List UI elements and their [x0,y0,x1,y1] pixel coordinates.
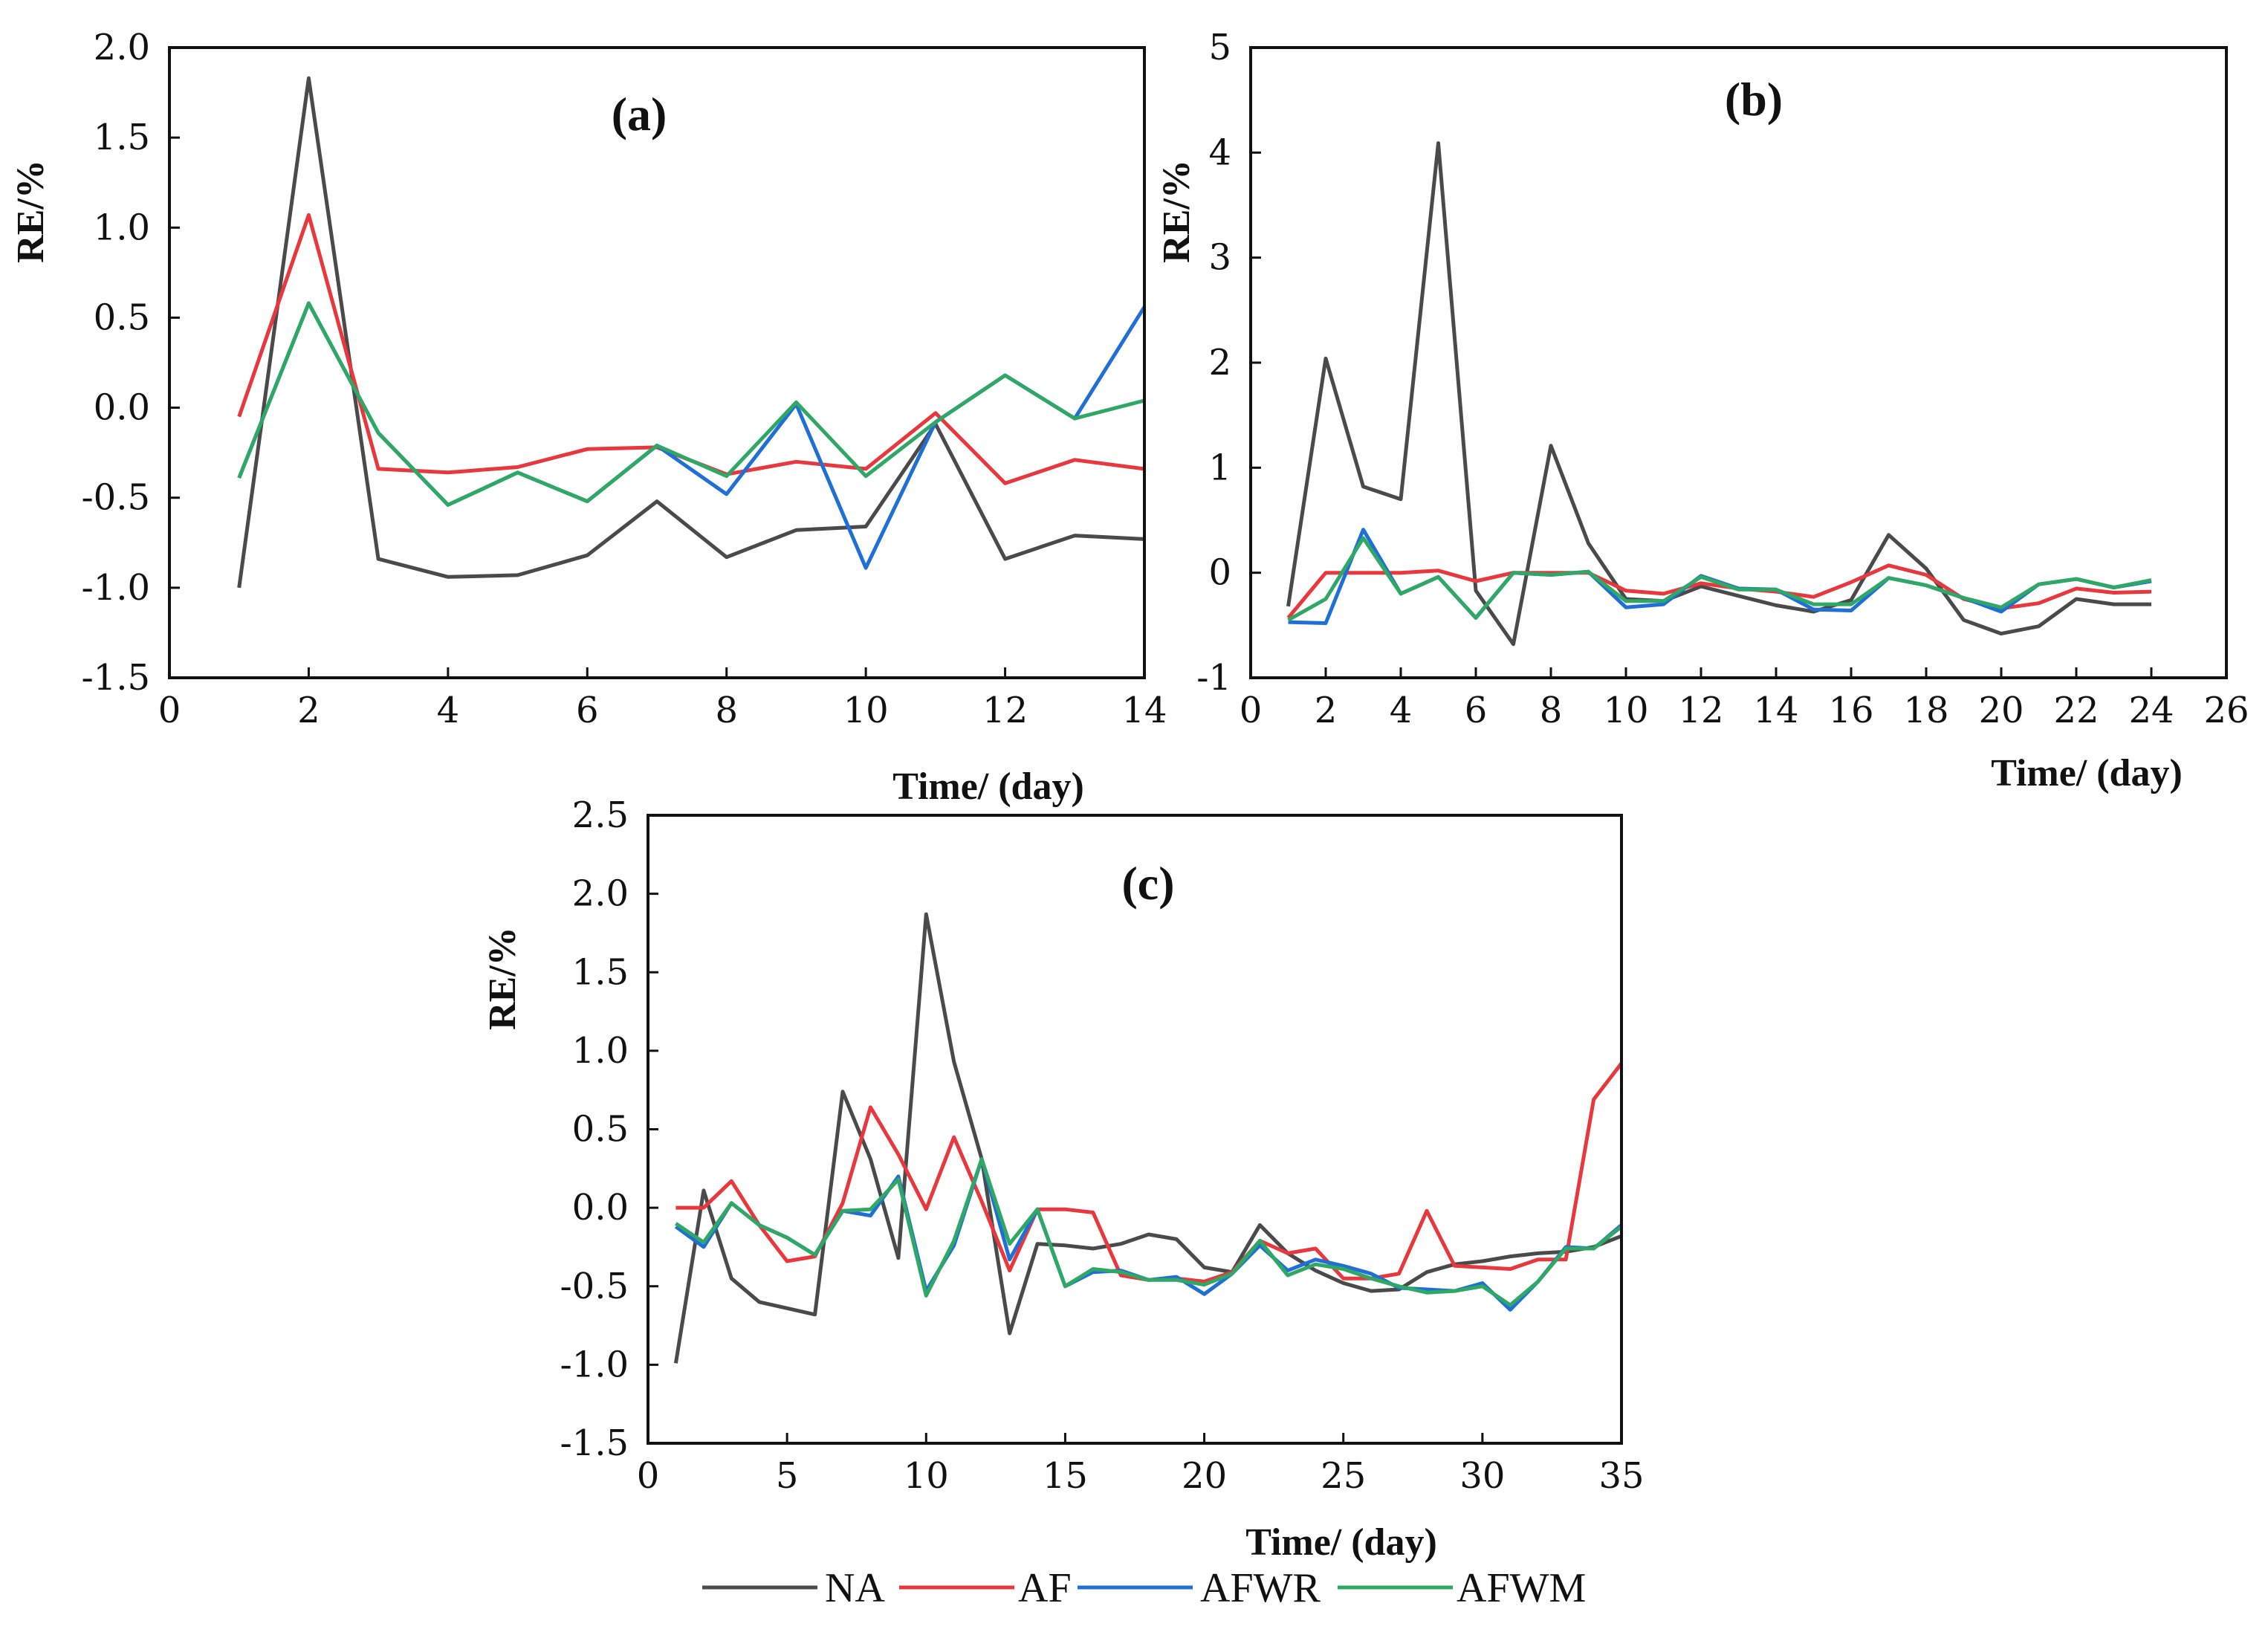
x-tick-label-b: 2 [1315,690,1338,731]
x-tick-label-b: 14 [1753,690,1798,731]
panel-label-c: (c) [1121,857,1174,910]
y-tick-label-c: 2.0 [572,873,629,915]
y-tick-label-a: -1.0 [81,567,150,609]
plot-frame-a [168,46,1146,679]
x-tick-label-b: 20 [1978,690,2024,731]
y-tick-label-c: -0.5 [560,1266,629,1307]
legend: NA AF AFWR AFWM [702,1565,1586,1611]
legend-label-afwr: AFWR [1200,1565,1321,1611]
chart-panel-a: 0 2 4 6 8 10 12 14 -1.5 -1.0 -0.5 0.0 0.5 1.0 1.5 2.0 (a… [10,27,1167,808]
series-line-na-a [237,76,1144,589]
y-tick-label-b: 1 [1208,447,1231,488]
y-tick-label-c: 0.5 [572,1109,629,1150]
y-axis-label-b: RE/% [1156,160,1198,263]
series-line-afwm-b [1287,536,2152,622]
x-axis-label-a: Time/ (day) [892,765,1084,808]
y-tick-label-a: -1.5 [81,657,150,699]
x-tick-label-b: 24 [2128,690,2174,731]
x-tick-label-c: 15 [1043,1455,1088,1497]
x-tick-label-b: 6 [1465,690,1488,731]
x-tick-label-b: 22 [2053,690,2099,731]
x-tick-label-c: 0 [637,1455,660,1497]
y-tick-label-a: 2.0 [94,27,150,68]
series-line-af-a [237,213,1144,485]
x-tick-label-a: 8 [715,690,738,731]
series-line-na-b [1286,141,2151,647]
series-line-afwr-b [1288,528,2152,625]
series-group-a [237,76,1144,589]
x-tick-label-a: 2 [297,690,320,731]
series-group-c [673,912,1621,1364]
x-tick-label-a: 0 [158,690,181,731]
y-tick-label-a: 1.0 [94,207,150,248]
x-tick-label-c: 25 [1321,1455,1366,1497]
x-tick-label-a: 10 [843,690,889,731]
y-tick-label-c: 1.0 [572,1030,629,1072]
x-tick-label-a: 4 [437,690,460,731]
y-tick-label-c: -1.0 [560,1344,629,1385]
x-tick-label-b: 0 [1240,690,1263,731]
y-tick-label-b: 2 [1208,342,1231,383]
x-tick-label-c: 30 [1459,1455,1505,1497]
y-tick-label-a: 1.5 [94,117,150,158]
x-tick-label-b: 18 [1903,690,1948,731]
x-axis-label-b: Time/ (day) [1991,752,2183,794]
chart-panel-b: 0 2 4 6 8 10 12 14 16 18 20 22 24 26-1012345(b)Time/ … [1156,27,2249,794]
series-group-b [1286,141,2152,647]
y-tick-label-c: -1.5 [560,1422,629,1464]
x-tick-label-a: 12 [982,690,1028,731]
x-tick-label-a: 6 [576,690,599,731]
y-tick-label-b: -1 [1196,657,1231,699]
x-tick-label-b: 26 [2203,690,2249,731]
y-tick-label-c: 1.5 [572,951,629,993]
x-tick-label-c: 20 [1182,1455,1227,1497]
x-tick-label-b: 12 [1678,690,1723,731]
y-tick-label-b: 5 [1208,27,1231,68]
y-tick-label-a: -0.5 [81,477,150,519]
legend-label-afwm: AFWM [1457,1565,1586,1611]
series-line-afwm-a [237,301,1144,507]
plot-frame-b [1249,46,2228,679]
panel-label-a: (a) [612,88,667,140]
y-tick-label-b: 0 [1208,552,1231,594]
y-axis-label-c: RE/% [482,927,524,1030]
y-tick-label-b: 3 [1208,237,1231,279]
y-axis-label-a: RE/% [10,160,52,263]
x-tick-label-c: 5 [776,1455,799,1497]
y-tick-label-b: 4 [1208,132,1231,173]
y-tick-label-a: 0.0 [94,387,150,429]
y-tick-label-c: 2.5 [572,794,629,836]
legend-label-af: AF [1018,1565,1072,1611]
x-tick-label-a: 14 [1121,690,1167,731]
x-tick-label-b: 16 [1828,690,1873,731]
x-tick-label-b: 4 [1390,690,1413,731]
x-axis-label-c: Time/ (day) [1245,1521,1437,1564]
x-tick-label-b: 10 [1603,690,1648,731]
x-tick-label-c: 35 [1598,1455,1644,1497]
series-line-na-c [673,912,1621,1364]
series-line-afwm-c [675,1157,1621,1307]
panel-label-b: (b) [1725,73,1783,126]
y-tick-label-a: 0.5 [94,297,150,338]
chart-panel-c: 0 5 10 15 20 25 30 35 -1.5 -1.0 -0.5 0.0 0.5 1.0 1.5 2.… [482,794,1645,1564]
x-tick-label-b: 8 [1540,690,1563,731]
legend-label-na: NA [825,1565,885,1611]
y-tick-label-c: 0.0 [572,1187,629,1228]
x-tick-label-c: 10 [904,1455,949,1497]
